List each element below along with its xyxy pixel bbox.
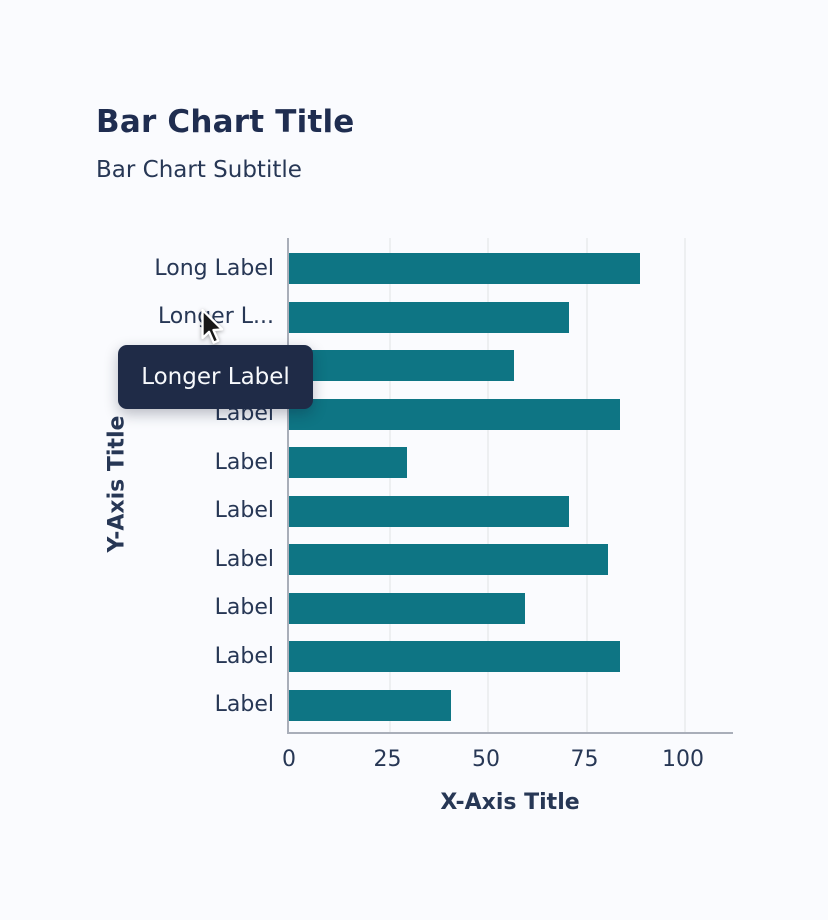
cursor-pointer-icon	[201, 308, 224, 344]
y-axis-label[interactable]: Label	[214, 692, 274, 717]
bar[interactable]	[289, 253, 640, 284]
gridline	[684, 238, 686, 732]
x-axis-tick-label: 50	[472, 747, 500, 772]
x-axis-tick-label: 25	[373, 747, 402, 772]
bar[interactable]	[289, 544, 609, 575]
y-axis-label[interactable]: Label	[214, 643, 274, 669]
bar[interactable]	[289, 495, 569, 527]
y-axis-title: Y-Axis Title	[104, 415, 130, 553]
x-axis-tick-label: 0	[282, 747, 296, 772]
x-axis-title: X-Axis Title	[440, 790, 580, 815]
y-axis-label[interactable]: Long Label	[154, 255, 274, 281]
bar[interactable]	[289, 398, 620, 430]
hover-tooltip: Longer Label	[118, 345, 313, 409]
x-axis-tick-label: 75	[570, 747, 599, 772]
bar[interactable]	[289, 301, 569, 333]
gridline	[585, 238, 588, 732]
y-axis-label[interactable]: Label	[214, 498, 274, 523]
tooltip-text: Longer Label	[141, 364, 290, 390]
chart-subtitle: Bar Chart Subtitle	[96, 157, 302, 183]
gridline	[487, 238, 489, 732]
bar[interactable]	[289, 689, 451, 721]
x-axis-tick-labels: 0 25 50 75 100	[282, 745, 733, 775]
bar[interactable]	[289, 447, 408, 478]
chart-title: Bar Chart Title	[96, 104, 355, 140]
y-axis-label[interactable]: Label	[214, 595, 274, 620]
x-axis-tick-label: 100	[662, 747, 704, 772]
plot-area	[287, 238, 733, 734]
bar[interactable]	[289, 350, 514, 381]
bar[interactable]	[289, 641, 620, 672]
y-axis-label[interactable]: Label	[214, 449, 274, 475]
y-axis-label[interactable]: Label	[214, 546, 274, 572]
bar[interactable]	[289, 592, 526, 624]
y-axis-labels: Long Label Longer L... Label Label Label Labe…	[0, 238, 274, 734]
gridline	[388, 238, 391, 732]
